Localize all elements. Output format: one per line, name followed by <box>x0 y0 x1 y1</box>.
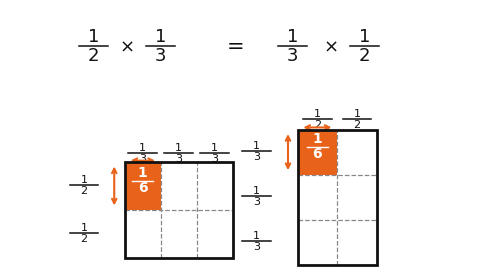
Text: ×: × <box>120 38 135 56</box>
Text: 2: 2 <box>88 47 99 65</box>
Text: 6: 6 <box>312 147 322 161</box>
Text: 1: 1 <box>211 143 218 153</box>
Text: 2: 2 <box>81 186 87 196</box>
Text: 1: 1 <box>88 28 99 46</box>
Text: 1: 1 <box>138 166 148 180</box>
Text: 1: 1 <box>312 132 322 146</box>
Text: 1: 1 <box>175 143 182 153</box>
Text: =: = <box>227 37 244 57</box>
Text: 3: 3 <box>253 152 260 162</box>
Text: 3: 3 <box>253 197 260 207</box>
Text: 2: 2 <box>314 120 321 130</box>
Text: 1: 1 <box>81 175 87 185</box>
Text: 1: 1 <box>81 222 87 232</box>
Text: 2: 2 <box>81 234 87 244</box>
Text: 3: 3 <box>253 242 260 252</box>
Text: 1: 1 <box>253 231 260 241</box>
Text: ×: × <box>324 38 339 56</box>
Text: 1: 1 <box>353 109 360 119</box>
Text: 1: 1 <box>155 28 167 46</box>
Text: 1: 1 <box>314 109 321 119</box>
Text: 2: 2 <box>359 47 371 65</box>
Text: 3: 3 <box>175 154 182 164</box>
Text: 1: 1 <box>359 28 371 46</box>
Text: 3: 3 <box>139 154 146 164</box>
Text: 2: 2 <box>353 120 360 130</box>
Text: 6: 6 <box>138 181 148 195</box>
Text: 1: 1 <box>139 143 146 153</box>
Bar <box>125 162 233 258</box>
Text: 1: 1 <box>253 186 260 196</box>
Text: 1: 1 <box>287 28 299 46</box>
Text: 3: 3 <box>287 47 299 65</box>
Text: 3: 3 <box>155 47 167 65</box>
Bar <box>125 162 161 210</box>
Bar <box>298 130 377 265</box>
Bar <box>298 130 337 175</box>
Text: 1: 1 <box>253 141 260 151</box>
Text: 3: 3 <box>211 154 218 164</box>
